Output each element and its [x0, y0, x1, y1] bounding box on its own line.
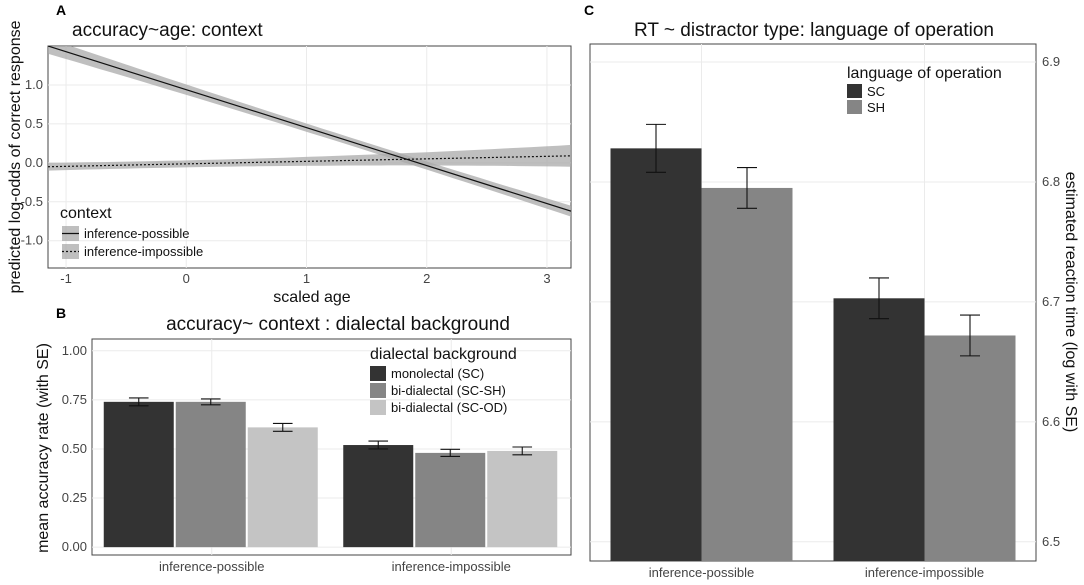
panel-b-bar — [175, 401, 246, 548]
panel-b-ticks: 0.00 0.25 0.50 0.75 1.00 inference-possible in… — [62, 343, 511, 574]
panel-a: A accuracy~age: context -1 0 1 2 3 -1.0 -0.5 0.… — [7, 2, 572, 306]
panel-c: C RT ~ distractor type: language of oper… — [584, 2, 1079, 580]
panel-a-line-inference-impossible — [48, 155, 571, 168]
panel-a-legend-label: inference-possible — [84, 226, 190, 241]
panel-a-title: accuracy~age: context — [72, 20, 263, 41]
panel-b-letter: B — [56, 305, 66, 321]
panel-a-xlabel: scaled age — [273, 289, 350, 306]
panel-c-y-tick-label: 6.6 — [1042, 414, 1060, 429]
panel-b-bar — [487, 450, 558, 548]
panel-b-x-tick-label: inference-impossible — [392, 559, 511, 574]
panel-a-legend: context inference-possible inference-impo… — [60, 205, 203, 259]
panel-b-bar — [415, 452, 486, 548]
panel-b-ylabel: mean accuracy rate (with SE) — [35, 343, 52, 553]
panel-a-ylabel: predicted log-odds of correct response — [7, 20, 24, 293]
panel-c-legend-key — [847, 84, 862, 98]
panel-a-x-tick-label: -1 — [60, 271, 72, 286]
panel-c-y-tick-label: 6.7 — [1042, 294, 1060, 309]
panel-a-line-inference-possible — [48, 46, 571, 212]
panel-c-y-tick-label: 6.5 — [1042, 534, 1060, 549]
panel-b-y-tick-label: 1.00 — [62, 343, 87, 358]
panel-a-x-tick-label: 3 — [543, 271, 550, 286]
panel-c-bars — [610, 123, 1016, 562]
panel-c-y-tick-label: 6.8 — [1042, 174, 1060, 189]
panel-a-ci-bands — [48, 46, 571, 217]
panel-c-bar — [701, 187, 793, 561]
panel-a-legend-label: inference-impossible — [84, 244, 203, 259]
panel-b-title: accuracy~ context : dialectal background — [166, 314, 510, 335]
panel-a-legend-title: context — [60, 205, 112, 222]
panel-a-y-tick-label: 0.0 — [25, 155, 43, 170]
panel-a-letter: A — [56, 2, 66, 18]
panel-a-x-tick-label: 2 — [423, 271, 430, 286]
panel-b-legend-key — [370, 383, 386, 398]
panel-b-y-tick-label: 0.00 — [62, 539, 87, 554]
panel-b-legend-key — [370, 400, 386, 415]
panel-c-ylabel: estimated reaction time (log with SE) — [1062, 172, 1079, 433]
panel-b-bar — [247, 427, 318, 548]
panel-b-legend-label: bi-dialectal (SC-SH) — [391, 383, 506, 398]
panel-c-letter: C — [584, 2, 594, 18]
panel-c-bar — [610, 148, 702, 562]
panel-c-x-tick-label: inference-possible — [649, 565, 755, 580]
panel-c-legend-label: SH — [867, 100, 885, 115]
panel-c-bar — [833, 298, 925, 561]
panel-c-legend-label: SC — [867, 84, 885, 99]
panel-a-lines — [48, 46, 571, 212]
panel-a-y-tick-label: -0.5 — [21, 194, 43, 209]
panel-b-legend-label: bi-dialectal (SC-OD) — [391, 400, 507, 415]
panel-b-bar — [103, 401, 174, 548]
panel-a-ci-band-inference-impossible — [48, 144, 571, 171]
panel-c-legend-title: language of operation — [847, 65, 1002, 82]
panel-c-x-tick-label: inference-impossible — [865, 565, 984, 580]
panel-b-legend: dialectal background monolectal (SC) bi-d… — [370, 346, 517, 415]
panel-a-x-tick-label: 1 — [303, 271, 310, 286]
panel-a-y-tick-label: 1.0 — [25, 77, 43, 92]
panel-b-y-tick-label: 0.50 — [62, 441, 87, 456]
panel-b-y-tick-label: 0.75 — [62, 392, 87, 407]
panel-a-y-tick-label: -1.0 — [21, 233, 43, 248]
panel-c-bar — [924, 335, 1016, 561]
panel-b-bars — [103, 397, 558, 548]
panel-b: B accuracy~ context : dialectal backgrou… — [35, 305, 572, 574]
panel-c-legend-key — [847, 100, 862, 114]
panel-b-bar — [343, 445, 414, 548]
panel-b-legend-title: dialectal background — [370, 346, 517, 363]
panel-a-y-tick-label: 0.5 — [25, 116, 43, 131]
panel-b-legend-label: monolectal (SC) — [391, 366, 484, 381]
panel-b-y-tick-label: 0.25 — [62, 490, 87, 505]
panel-a-ci-band-inference-possible — [48, 46, 571, 217]
panel-a-ticks: -1 0 1 2 3 -1.0 -0.5 0.0 0.5 1.0 — [21, 77, 551, 286]
panel-a-x-tick-label: 0 — [183, 271, 190, 286]
panel-c-ticks: 6.5 6.6 6.7 6.8 6.9 inference-possible inferen… — [649, 54, 1060, 580]
panel-b-x-tick-label: inference-possible — [159, 559, 265, 574]
panel-c-title: RT ~ distractor type: language of operat… — [634, 20, 994, 41]
panel-b-legend-key — [370, 366, 386, 381]
panel-c-y-tick-label: 6.9 — [1042, 54, 1060, 69]
